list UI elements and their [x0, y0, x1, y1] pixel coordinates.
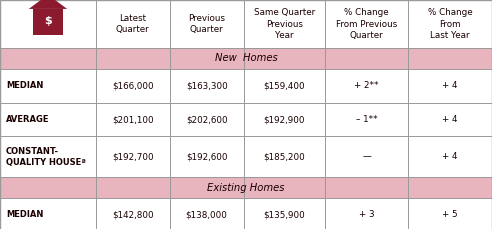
- Bar: [325, 103, 408, 136]
- Polygon shape: [29, 0, 67, 9]
- Text: Previous
Quarter: Previous Quarter: [188, 14, 225, 34]
- Bar: [408, 198, 492, 229]
- Text: $142,800: $142,800: [112, 210, 154, 219]
- Bar: [0, 48, 96, 69]
- Text: $163,300: $163,300: [186, 81, 227, 90]
- Bar: [0, 198, 492, 229]
- Text: + 3: + 3: [359, 210, 374, 219]
- Bar: [170, 136, 244, 177]
- Bar: [408, 69, 492, 103]
- Text: $202,600: $202,600: [186, 115, 227, 124]
- Bar: [325, 48, 408, 69]
- Text: – 1**: – 1**: [356, 115, 377, 124]
- Bar: [96, 198, 170, 229]
- Bar: [96, 48, 170, 69]
- Text: $201,100: $201,100: [112, 115, 154, 124]
- Bar: [0, 136, 492, 177]
- Bar: [408, 0, 492, 48]
- Text: $135,900: $135,900: [263, 210, 305, 219]
- Bar: [325, 177, 408, 198]
- Bar: [325, 69, 408, 103]
- Bar: [96, 0, 170, 48]
- Bar: [408, 136, 492, 177]
- Bar: [244, 69, 325, 103]
- Bar: [170, 103, 244, 136]
- Text: $159,400: $159,400: [263, 81, 305, 90]
- Bar: [0, 198, 96, 229]
- Bar: [244, 0, 325, 48]
- Bar: [0, 136, 96, 177]
- Bar: [170, 69, 244, 103]
- Bar: [325, 0, 408, 48]
- Text: $166,000: $166,000: [112, 81, 154, 90]
- Bar: [96, 177, 170, 198]
- Text: $192,600: $192,600: [186, 152, 227, 161]
- Text: + 4: + 4: [442, 81, 458, 90]
- Bar: [325, 136, 408, 177]
- Bar: [0, 177, 492, 198]
- Text: + 4: + 4: [442, 115, 458, 124]
- Text: $: $: [44, 16, 52, 27]
- Bar: [244, 103, 325, 136]
- Bar: [0, 0, 96, 48]
- Bar: [244, 136, 325, 177]
- Bar: [0, 69, 492, 103]
- Bar: [170, 177, 244, 198]
- Bar: [33, 9, 63, 35]
- Bar: [170, 48, 244, 69]
- Text: Existing Homes: Existing Homes: [207, 183, 285, 193]
- Bar: [170, 0, 244, 48]
- Bar: [0, 69, 96, 103]
- Bar: [408, 48, 492, 69]
- Bar: [0, 48, 492, 69]
- Text: MEDIAN: MEDIAN: [6, 81, 43, 90]
- Bar: [96, 69, 170, 103]
- Text: $192,900: $192,900: [263, 115, 305, 124]
- Text: —: —: [362, 152, 371, 161]
- Text: MEDIAN: MEDIAN: [6, 210, 43, 219]
- Bar: [408, 177, 492, 198]
- Text: % Change
From Previous
Quarter: % Change From Previous Quarter: [336, 8, 397, 40]
- Text: $192,700: $192,700: [112, 152, 154, 161]
- Bar: [96, 103, 170, 136]
- Text: New  Homes: New Homes: [215, 53, 277, 63]
- Bar: [0, 177, 96, 198]
- Text: + 5: + 5: [442, 210, 458, 219]
- Bar: [0, 103, 96, 136]
- Text: Latest
Quarter: Latest Quarter: [116, 14, 150, 34]
- Text: + 2**: + 2**: [354, 81, 379, 90]
- Text: CONSTANT-
QUALITY HOUSEª: CONSTANT- QUALITY HOUSEª: [6, 147, 86, 167]
- Bar: [96, 136, 170, 177]
- Bar: [170, 198, 244, 229]
- Bar: [408, 103, 492, 136]
- Bar: [244, 177, 325, 198]
- Text: $185,200: $185,200: [263, 152, 305, 161]
- Bar: [244, 198, 325, 229]
- Text: Same Quarter
Previous
Year: Same Quarter Previous Year: [253, 8, 315, 40]
- Bar: [325, 198, 408, 229]
- Text: + 4: + 4: [442, 152, 458, 161]
- Bar: [0, 0, 492, 48]
- Bar: [0, 103, 492, 136]
- Bar: [244, 48, 325, 69]
- Text: AVERAGE: AVERAGE: [6, 115, 49, 124]
- Text: $138,000: $138,000: [185, 210, 228, 219]
- Text: % Change
From
Last Year: % Change From Last Year: [428, 8, 472, 40]
